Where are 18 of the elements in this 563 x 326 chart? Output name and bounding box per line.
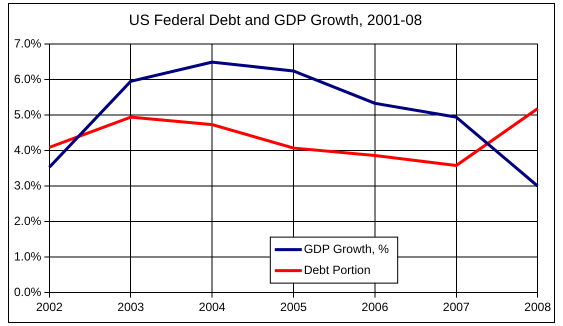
y-tick-label: 1.0% [14,249,42,264]
y-tick-label: 2.0% [14,214,42,228]
legend-label: GDP Growth, % [304,242,390,256]
chart-title: US Federal Debt and GDP Growth, 2001-08 [128,12,422,30]
x-tick-label: 2005 [280,300,308,314]
x-tick-label: 2008 [524,300,552,314]
x-tick-label: 2006 [362,300,389,314]
y-tick-label: 6.0% [14,72,42,86]
x-tick-label: 2007 [442,300,470,314]
x-tick-label: 2003 [117,300,144,314]
y-tick-label: 4.0% [14,142,42,157]
y-tick-label: 0.0% [14,284,42,299]
y-tick-label: 5.0% [14,107,42,122]
y-tick-label: 3.0% [14,178,42,192]
y-tick-label: 7.0% [14,36,42,50]
x-tick-label: 2002 [36,300,64,314]
x-tick-label: 2004 [198,300,226,314]
legend-label: Debt Portion [304,262,371,277]
